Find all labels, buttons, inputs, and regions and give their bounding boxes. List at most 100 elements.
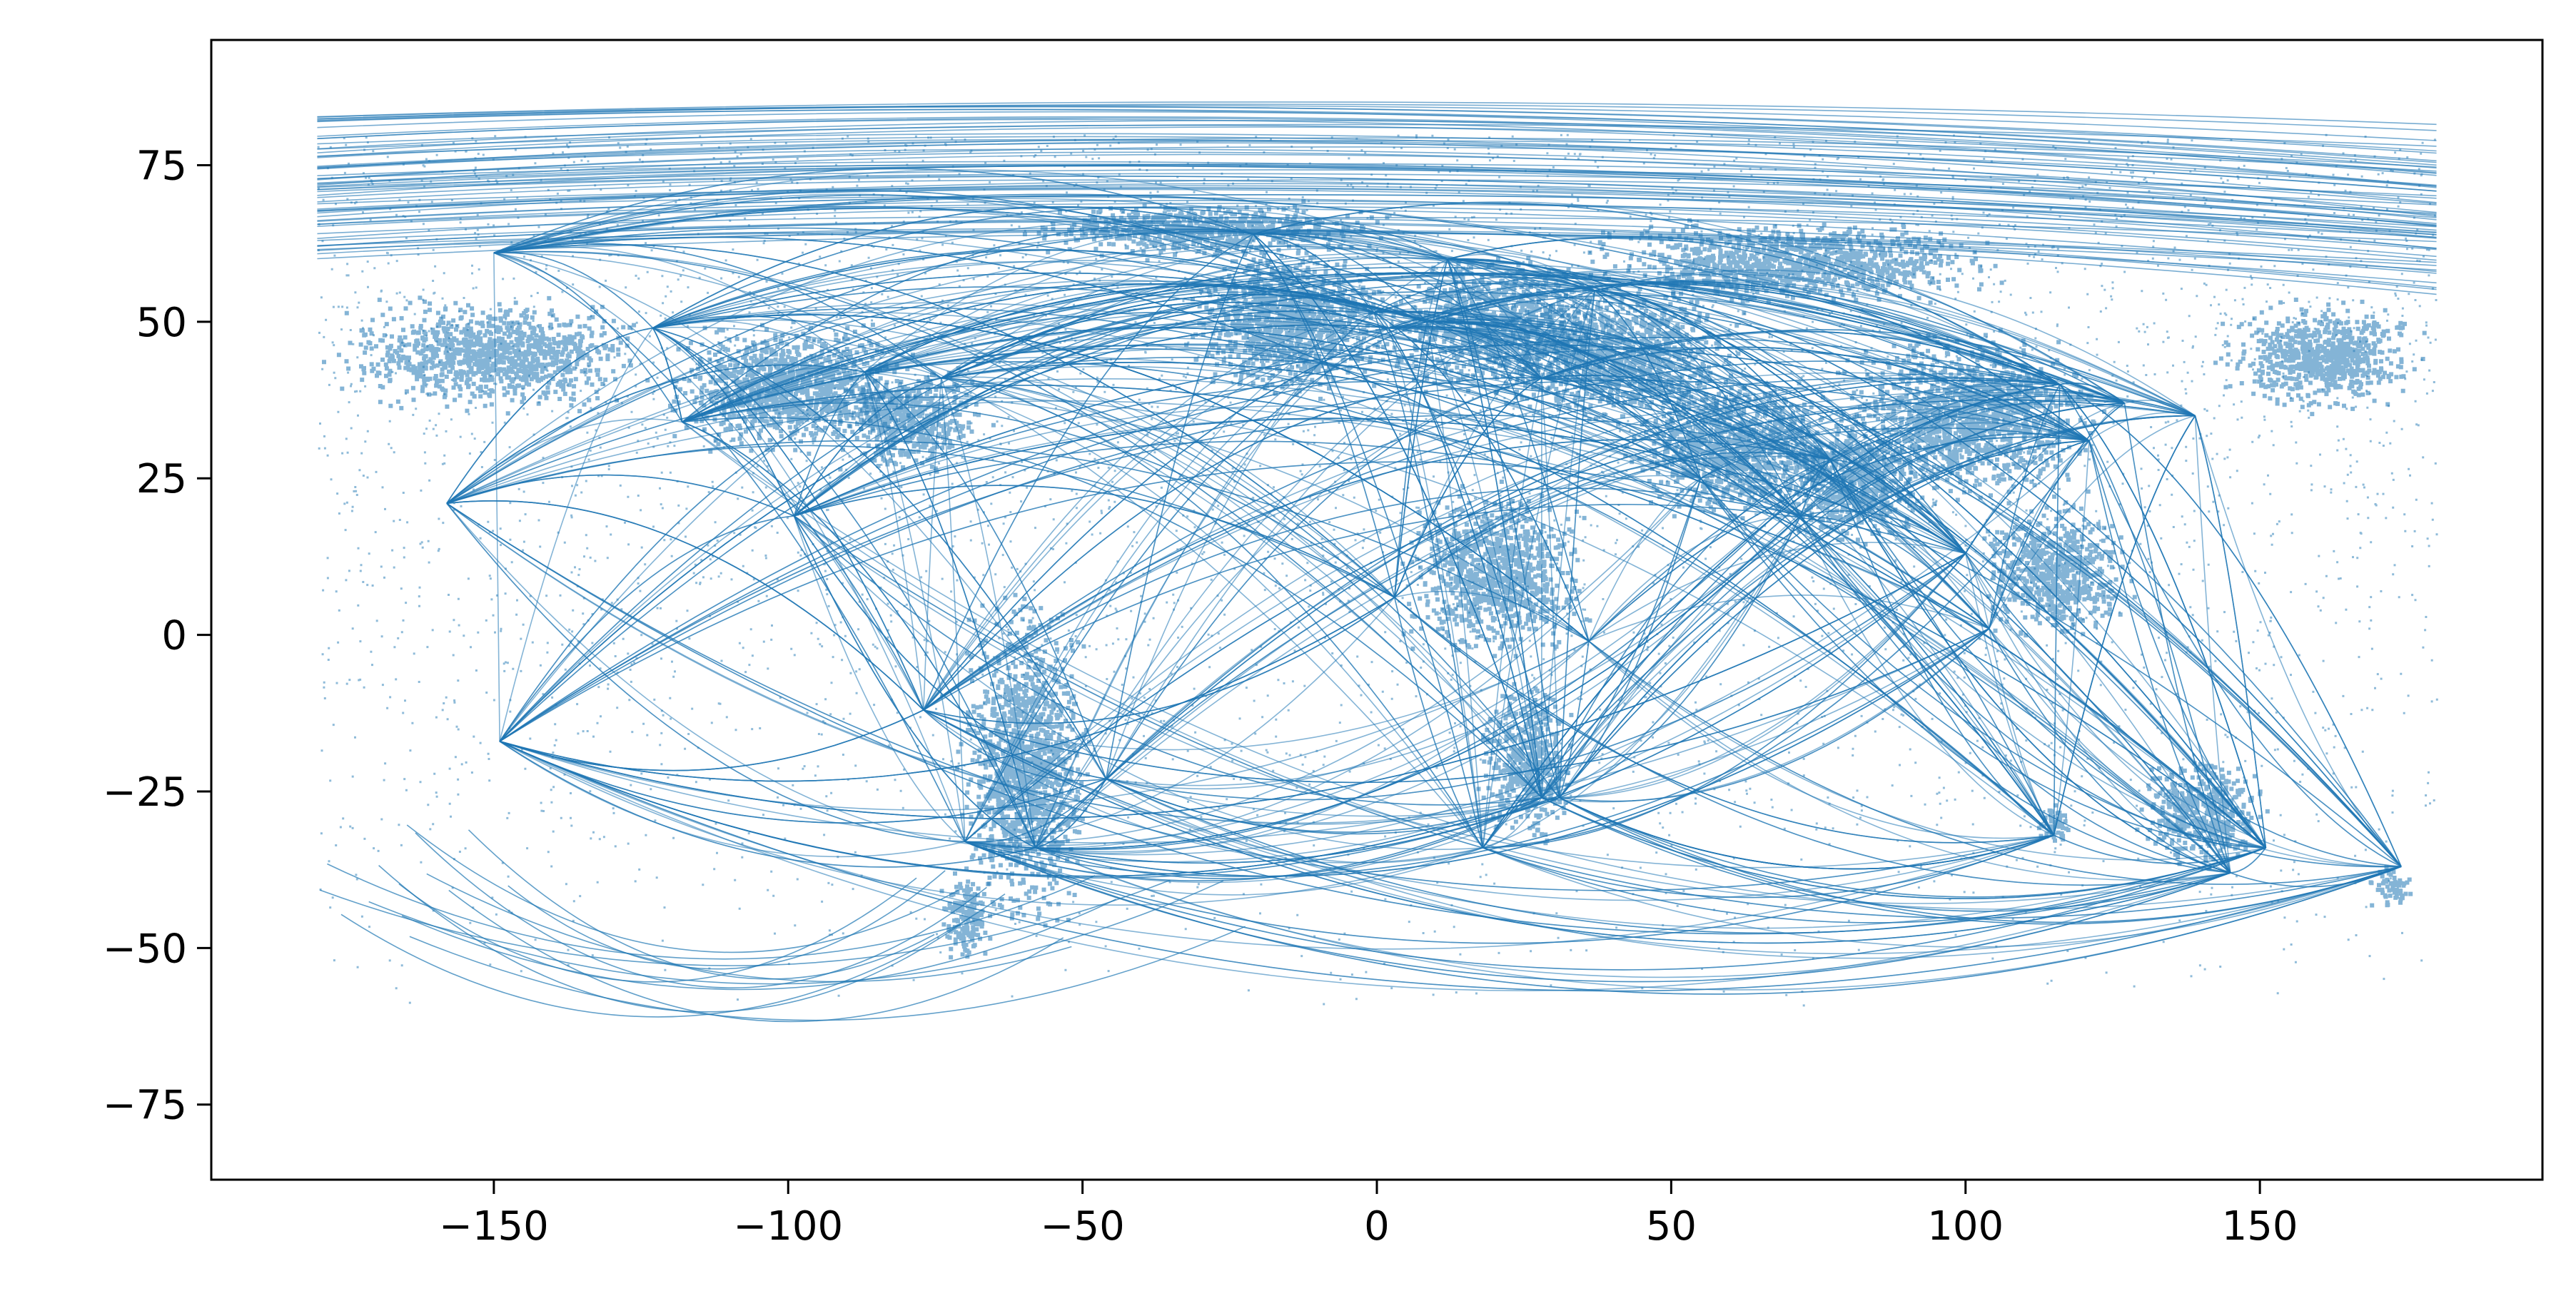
route-line bbox=[446, 418, 682, 504]
route-line bbox=[1700, 388, 2196, 479]
y-tick-label: −75 bbox=[103, 1083, 187, 1129]
route-line bbox=[446, 502, 965, 842]
hub-cluster bbox=[1982, 500, 2137, 638]
route-line bbox=[1800, 383, 2060, 517]
route-line bbox=[499, 628, 1990, 844]
polar-arc bbox=[317, 161, 2437, 218]
polar-arc bbox=[317, 231, 2437, 271]
polar-arc bbox=[317, 101, 2437, 126]
route-line bbox=[446, 327, 653, 504]
route-line bbox=[1483, 847, 2266, 923]
route-line bbox=[864, 327, 1701, 479]
polar-arc bbox=[317, 187, 2437, 228]
route-line bbox=[1035, 640, 1590, 854]
route-line bbox=[1106, 778, 2266, 934]
polar-arc bbox=[317, 137, 2437, 168]
route-line bbox=[1829, 459, 2231, 874]
route-line bbox=[493, 252, 924, 711]
route-line bbox=[964, 459, 1831, 846]
route-line bbox=[1541, 290, 1595, 798]
route-line bbox=[682, 421, 924, 711]
route-line bbox=[1800, 515, 2266, 849]
route-line bbox=[1989, 415, 2196, 629]
polar-arc bbox=[317, 233, 2437, 266]
route-line bbox=[652, 249, 1428, 329]
route-line bbox=[1595, 290, 1966, 554]
route-line bbox=[1829, 459, 2054, 836]
route-line bbox=[1800, 515, 2402, 868]
route-line bbox=[1482, 415, 2196, 849]
route-line bbox=[1541, 378, 1560, 798]
route-line bbox=[923, 405, 2090, 711]
route-line bbox=[923, 377, 1542, 711]
polar-arc bbox=[317, 164, 2437, 226]
route-line bbox=[499, 347, 2125, 742]
route-line bbox=[1373, 270, 2061, 385]
route-line bbox=[941, 302, 1389, 379]
route-line bbox=[493, 253, 500, 741]
route-line bbox=[1964, 553, 2055, 836]
polar-arc bbox=[317, 133, 2437, 186]
route-line bbox=[493, 194, 1542, 379]
route-line bbox=[1373, 311, 1702, 479]
route-line bbox=[794, 310, 1428, 517]
route-line bbox=[652, 327, 924, 711]
route-line bbox=[1034, 378, 1542, 849]
polar-arc bbox=[317, 118, 2437, 187]
polar-arc bbox=[317, 229, 2437, 284]
route-line bbox=[1373, 312, 1590, 642]
polar-arc bbox=[317, 163, 2437, 226]
route-line bbox=[1541, 552, 1966, 799]
route-line bbox=[1447, 236, 2125, 404]
route-line bbox=[2088, 440, 2266, 849]
route-line bbox=[923, 372, 2125, 711]
route-line bbox=[446, 273, 2060, 505]
route-line bbox=[1388, 319, 1831, 460]
route-line bbox=[794, 515, 2054, 869]
route-line bbox=[1699, 477, 2231, 874]
y-tick-label: 0 bbox=[161, 613, 187, 659]
route-line bbox=[1964, 553, 2231, 874]
southern-arc bbox=[401, 899, 1116, 991]
route-line bbox=[499, 324, 1389, 742]
route-line bbox=[1594, 290, 1702, 479]
x-axis: −150 −100 −50 0 50 100 150 bbox=[439, 1180, 2298, 1250]
route-line bbox=[1559, 552, 1966, 799]
route-line bbox=[2053, 384, 2061, 836]
route-line bbox=[446, 500, 924, 711]
route-line bbox=[446, 364, 865, 504]
southern-arc bbox=[448, 889, 1064, 1023]
route-line bbox=[923, 311, 1375, 711]
route-line bbox=[2088, 440, 2231, 874]
southern-arc bbox=[507, 870, 946, 970]
route-line bbox=[964, 477, 1702, 844]
route-line bbox=[1559, 796, 2266, 898]
route-line bbox=[1483, 847, 2402, 948]
route-line bbox=[1559, 796, 2402, 923]
route-line bbox=[652, 302, 2266, 849]
southern-arc bbox=[426, 873, 1072, 983]
route-line bbox=[493, 250, 1542, 799]
route-line bbox=[864, 371, 966, 842]
y-axis: 75 50 25 0 −25 −50 −75 bbox=[103, 143, 211, 1129]
route-line bbox=[1393, 290, 1595, 598]
route-line bbox=[1588, 515, 1801, 642]
route-line bbox=[941, 361, 2266, 849]
route-line bbox=[1393, 321, 1428, 598]
polar-arc bbox=[317, 217, 2437, 243]
polar-arc bbox=[317, 200, 2437, 250]
route-line bbox=[499, 461, 1802, 742]
route-line bbox=[1394, 597, 2231, 886]
route-line bbox=[923, 439, 1831, 711]
polar-arc bbox=[317, 120, 2437, 166]
x-tick-label: 50 bbox=[1646, 1203, 1697, 1250]
route-line bbox=[964, 391, 2125, 842]
route-line bbox=[941, 320, 1542, 379]
route-line bbox=[499, 741, 1036, 868]
route-line bbox=[652, 272, 1966, 555]
route-line bbox=[1699, 477, 2402, 868]
route-line bbox=[941, 378, 1560, 799]
route-line bbox=[1989, 628, 2402, 868]
polar-arc bbox=[317, 173, 2437, 206]
